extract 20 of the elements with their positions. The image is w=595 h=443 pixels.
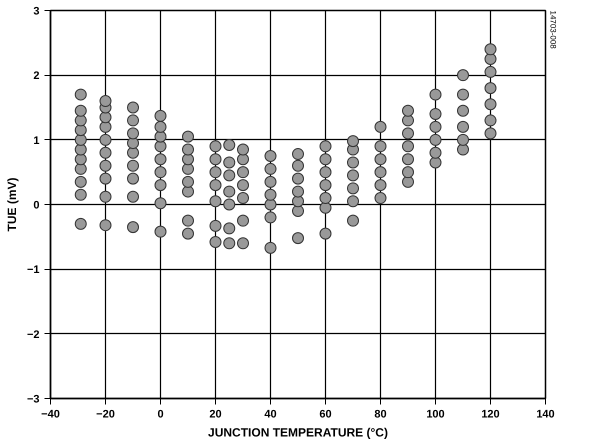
y-tick-label: 2 bbox=[33, 70, 40, 82]
x-axis-title: JUNCTION TEMPERATURE (°C) bbox=[208, 426, 388, 440]
y-tick-label: 0 bbox=[33, 200, 40, 212]
y-tick-label: −3 bbox=[26, 394, 40, 406]
x-tick-label: 100 bbox=[426, 408, 445, 420]
x-tick-label: 0 bbox=[157, 408, 164, 420]
y-axis-title: TUE (mV) bbox=[4, 177, 19, 232]
x-tick-label: 120 bbox=[481, 408, 500, 420]
y-tick-label: −1 bbox=[26, 264, 40, 276]
x-tick-label: −40 bbox=[41, 408, 60, 420]
x-tick-label: 40 bbox=[264, 408, 277, 420]
x-tick-label: −20 bbox=[96, 408, 115, 420]
text: 14703-008 bbox=[548, 10, 558, 50]
y-tick-label: 3 bbox=[33, 6, 40, 18]
x-tick-label: 60 bbox=[319, 408, 332, 420]
x-tick-label: 140 bbox=[536, 408, 555, 420]
x-tick-label: 20 bbox=[209, 408, 222, 420]
y-tick-label: 1 bbox=[33, 134, 40, 147]
x-tick-label: 80 bbox=[374, 408, 387, 420]
y-tick-label: −2 bbox=[26, 328, 40, 341]
